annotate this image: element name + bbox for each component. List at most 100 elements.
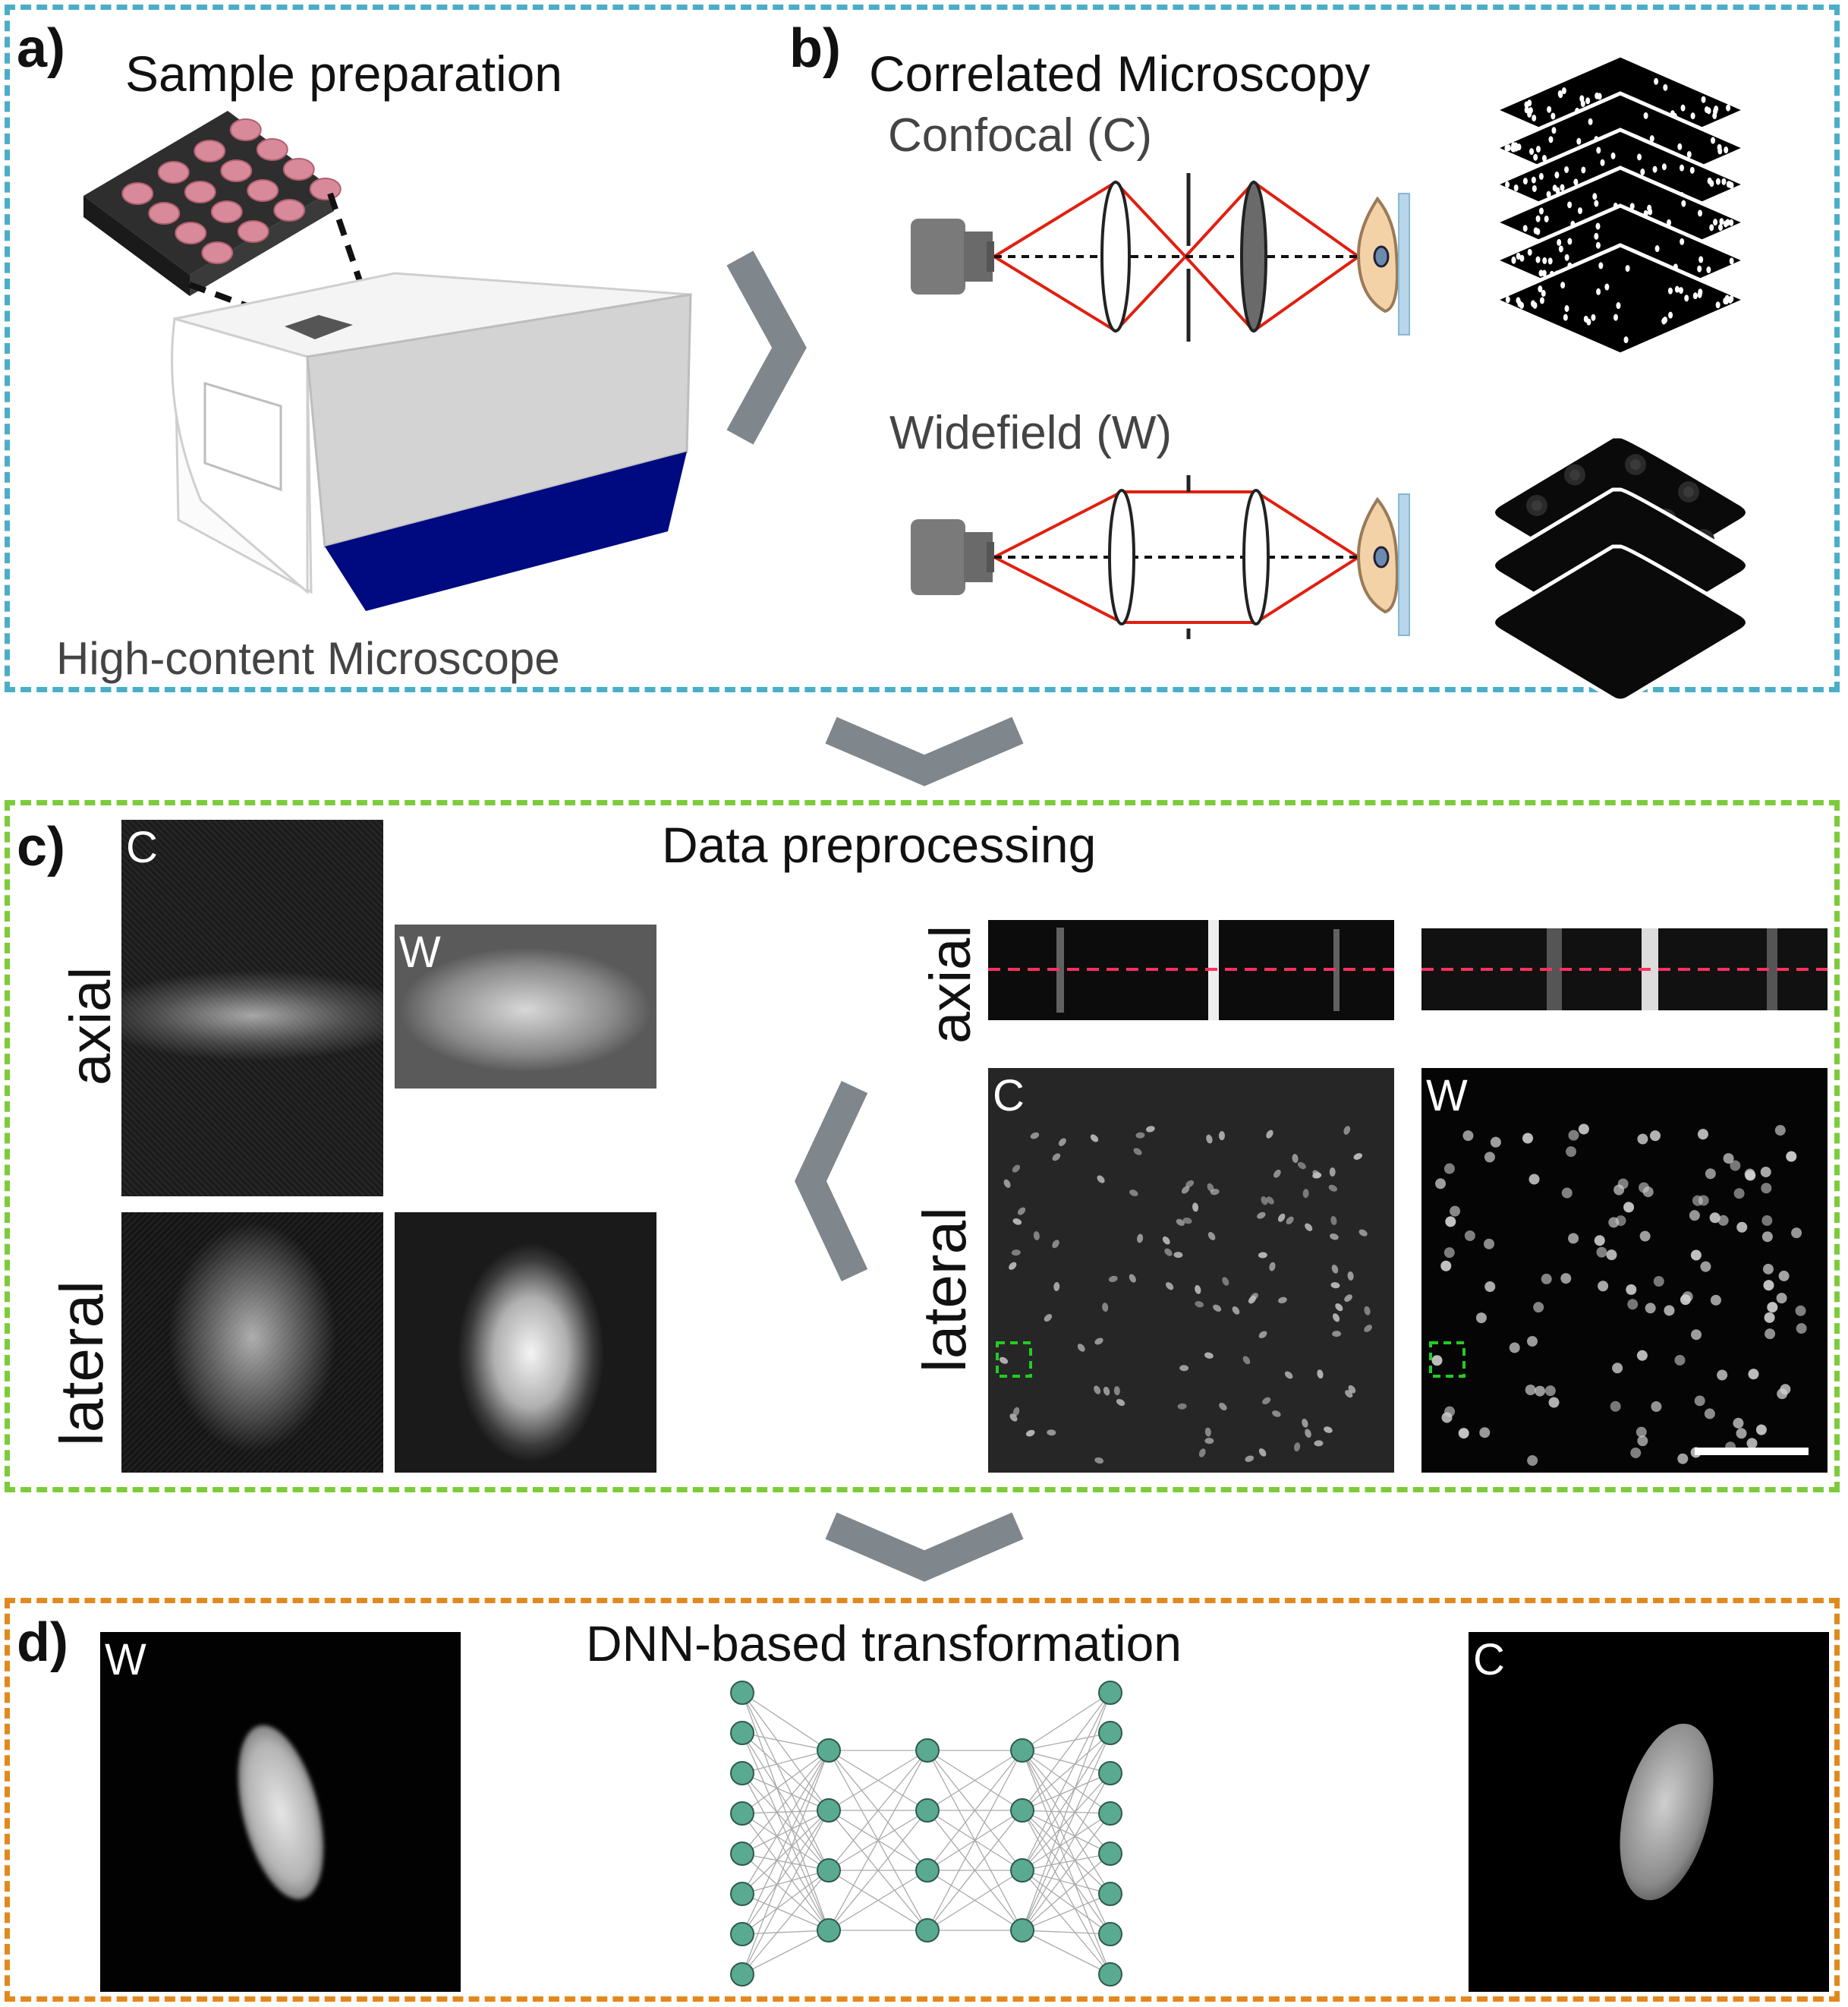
panel-a-label: a) xyxy=(17,18,66,79)
camera-icon xyxy=(911,519,994,595)
image-tag-w: W xyxy=(1426,1071,1468,1120)
panel-c-title: Data preprocessing xyxy=(662,817,1097,873)
input-widefield-nucleus: W xyxy=(100,1632,461,1992)
panel-b-title: Correlated Microscopy xyxy=(869,46,1371,102)
nuclei-field-widefield xyxy=(1429,1123,1809,1467)
panel-b-label: b) xyxy=(789,18,841,79)
camera-icon xyxy=(911,219,994,295)
well xyxy=(210,200,243,223)
roi-box xyxy=(996,1341,1032,1378)
nn-node xyxy=(817,1858,841,1883)
well xyxy=(148,202,181,225)
nn-node xyxy=(1098,1922,1122,1946)
nn-node xyxy=(730,1761,754,1785)
microscope-icon xyxy=(171,272,692,611)
cell-icon xyxy=(1356,496,1399,614)
widefield-label: Widefield (W) xyxy=(889,407,1173,459)
axial-strip-confocal-marks xyxy=(988,920,1394,1020)
well xyxy=(184,181,216,203)
image-tag-c: C xyxy=(1473,1635,1505,1684)
well xyxy=(229,118,262,141)
nn-node xyxy=(730,1922,754,1946)
nn-node xyxy=(1098,1761,1122,1785)
nn-node xyxy=(730,1842,754,1866)
nn-node xyxy=(817,1738,841,1763)
nn-node xyxy=(1098,1721,1122,1745)
nn-node xyxy=(915,1858,940,1883)
well xyxy=(220,159,253,182)
nn-node xyxy=(1098,1801,1122,1826)
axial-widefield-crop: W xyxy=(395,925,656,1089)
image-tag-c: C xyxy=(126,823,158,872)
axial-strip-widefield-marks xyxy=(1421,928,1828,1010)
cell-icon xyxy=(1356,196,1399,313)
well xyxy=(121,182,154,205)
widefield-optics xyxy=(911,475,1410,639)
nn-node xyxy=(817,1918,841,1942)
lateral-field-widefield: W xyxy=(1421,1068,1828,1473)
output-confocal-nucleus: C xyxy=(1469,1632,1829,1992)
image-tag-c: C xyxy=(993,1071,1025,1120)
nuclei-field-confocal xyxy=(996,1126,1372,1464)
well xyxy=(157,161,190,184)
confocal-optics xyxy=(911,173,1410,342)
panel-c-frame xyxy=(5,800,1840,1492)
widefield-slice xyxy=(1491,544,1749,703)
nn-node xyxy=(730,1721,754,1745)
well xyxy=(247,179,279,202)
confocal-image-stack xyxy=(1490,53,1751,357)
well xyxy=(237,220,269,243)
nn-node xyxy=(915,1798,940,1823)
image-tag-w: W xyxy=(105,1635,146,1684)
nn-node xyxy=(730,1681,754,1705)
nn-node xyxy=(1098,1962,1122,1987)
confocal-slice xyxy=(1490,243,1751,357)
chevron-down-icon xyxy=(825,1512,1024,1582)
panel-c-label: c) xyxy=(17,817,66,877)
axial-strip-widefield xyxy=(1421,928,1828,1010)
confocal-label: Confocal (C) xyxy=(888,109,1152,162)
widefield-image-stack xyxy=(1491,434,1749,703)
nn-node xyxy=(915,1918,940,1942)
nn-node xyxy=(1098,1882,1122,1906)
well xyxy=(256,138,288,161)
panel-d-title: DNN-based transformation xyxy=(586,1615,1182,1671)
nn-node xyxy=(1010,1918,1034,1942)
panel-a-title: Sample preparation xyxy=(125,46,563,102)
well xyxy=(175,222,207,244)
well-plate-icon xyxy=(83,111,342,296)
lateral-widefield-crop xyxy=(395,1212,656,1473)
nn-node xyxy=(817,1798,841,1823)
chevron-right-icon xyxy=(726,250,807,445)
axial-confocal-crop: C xyxy=(121,820,383,1196)
nn-node xyxy=(1010,1858,1034,1883)
nn-node xyxy=(1010,1738,1034,1763)
nn-node xyxy=(1010,1798,1034,1823)
well xyxy=(201,241,234,264)
nn-node xyxy=(915,1738,940,1763)
chevron-left-icon xyxy=(795,1080,868,1282)
nn-node xyxy=(730,1882,754,1906)
nn-node xyxy=(1098,1842,1122,1866)
lateral-confocal-crop xyxy=(121,1212,383,1473)
chevron-down-icon xyxy=(825,717,1024,786)
roi-box xyxy=(1429,1341,1465,1378)
well xyxy=(194,140,226,162)
lens-icon xyxy=(1108,489,1135,625)
nn-node xyxy=(730,1962,754,1987)
well xyxy=(273,199,306,222)
panel-d-label: d) xyxy=(17,1612,68,1673)
nn-node xyxy=(1098,1681,1122,1705)
nn-node xyxy=(730,1801,754,1826)
image-tag-w: W xyxy=(399,928,441,977)
axial-strip-confocal xyxy=(988,920,1394,1020)
lens-icon xyxy=(1100,181,1131,332)
panel-a-b-frame xyxy=(5,5,1840,692)
panel-d-frame xyxy=(5,1598,1840,2002)
well xyxy=(282,158,315,181)
scale-bar xyxy=(1695,1448,1809,1455)
